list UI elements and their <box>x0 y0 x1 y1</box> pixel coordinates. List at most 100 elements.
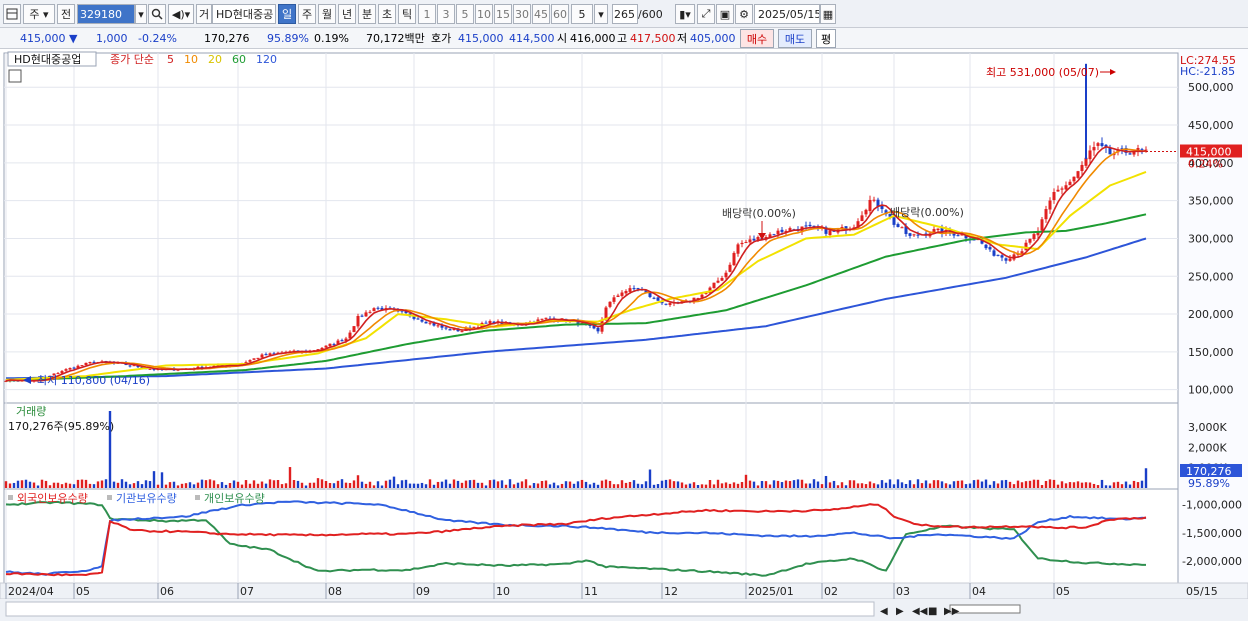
volume-bar <box>280 484 284 488</box>
period-tab-4[interactable]: 분 <box>358 4 376 24</box>
calendar-icon[interactable]: ▦ <box>820 4 836 24</box>
volume-bar <box>224 484 228 488</box>
volume-bar <box>68 483 72 488</box>
price-tick-label: 400,000 <box>1188 157 1234 170</box>
candle <box>248 360 252 362</box>
interval-button-1[interactable]: 3 <box>437 4 455 24</box>
candle <box>648 292 652 297</box>
volume-bar <box>512 484 516 488</box>
interval-button-2[interactable]: 5 <box>456 4 474 24</box>
zoom-slider <box>949 604 1021 614</box>
volume-bar <box>112 481 116 488</box>
eval-button[interactable]: 평 <box>816 29 836 48</box>
candle <box>632 288 636 290</box>
volume-bar <box>1060 481 1064 488</box>
period-tab-2[interactable]: 월 <box>318 4 336 24</box>
volume-bar <box>564 481 568 488</box>
institution-holdings-line <box>5 500 1147 576</box>
period-tab-6[interactable]: 틱 <box>398 4 416 24</box>
stock-name-input[interactable]: HD현대중공 <box>212 4 276 24</box>
gear-icon[interactable]: ⚙ <box>735 4 753 24</box>
candle <box>932 229 936 233</box>
tool-icon[interactable]: ⤢ <box>697 4 715 24</box>
interval-button-5[interactable]: 30 <box>513 4 531 24</box>
volume-bar <box>972 480 976 488</box>
period-tab-0[interactable]: 일 <box>278 4 296 24</box>
market-select[interactable]: 주 ▾ <box>23 4 55 24</box>
chart-area[interactable]: 2024/04 05 06 07 08 09 10 11 12 2025/01 02 03 04 05 05… <box>0 49 1248 621</box>
save-icon[interactable]: ▣ <box>716 4 734 24</box>
volume-bar <box>1096 485 1100 488</box>
volume-bar <box>680 482 684 488</box>
chart-type-icon[interactable]: ▮▾ <box>675 4 695 24</box>
chevron-down-icon[interactable]: ▾ <box>594 4 608 24</box>
volume-bar <box>948 484 952 488</box>
volume-bar <box>392 476 396 488</box>
volume-bar <box>336 480 340 488</box>
candle <box>244 362 248 364</box>
prev-button[interactable]: 전 <box>57 4 75 24</box>
code-input[interactable]: 329180 <box>77 4 135 24</box>
period-tab-5[interactable]: 초 <box>378 4 396 24</box>
speaker-icon[interactable]: ◀)▾ <box>168 4 194 24</box>
candle <box>348 332 352 339</box>
volume-bar <box>284 483 288 488</box>
candle <box>728 264 732 272</box>
interval-button-0[interactable]: 1 <box>418 4 436 24</box>
volume-bar <box>248 483 252 488</box>
scroll-control-icon: ▶ <box>896 606 904 617</box>
candle <box>48 375 52 378</box>
candle <box>952 232 956 236</box>
search-icon[interactable] <box>148 4 166 24</box>
volume-bar <box>476 482 480 488</box>
candle <box>980 238 984 244</box>
volume-bar <box>132 483 136 488</box>
volume-bar <box>272 480 276 488</box>
x-tick-label: 04 <box>972 585 986 598</box>
volume-bar <box>200 479 204 488</box>
volume-bar <box>304 485 308 488</box>
volume-bar <box>752 481 756 488</box>
period-tab-3[interactable]: 년 <box>338 4 356 24</box>
buy-button[interactable]: 매수 <box>740 29 774 48</box>
volume-bar <box>292 480 296 488</box>
volume-bar <box>712 484 716 488</box>
volume-bar <box>56 482 60 488</box>
sell-button[interactable]: 매도 <box>778 29 812 48</box>
volume-bar <box>144 480 148 488</box>
candle <box>436 325 440 327</box>
trade-button[interactable]: 거 <box>196 4 212 24</box>
interval-button-3[interactable]: 10 <box>475 4 493 24</box>
volume-bar <box>1056 484 1060 488</box>
period-tab-1[interactable]: 주 <box>298 4 316 24</box>
candle <box>892 217 896 225</box>
interval-value[interactable]: 5 <box>571 4 593 24</box>
volume-bar <box>568 481 572 488</box>
turnover: 0.19% <box>314 32 349 45</box>
volume-bar <box>1012 484 1016 488</box>
volume-bar <box>436 481 440 488</box>
interval-button-7[interactable]: 60 <box>551 4 569 24</box>
candle <box>884 210 888 215</box>
interval-button-4[interactable]: 15 <box>494 4 512 24</box>
volume-bar <box>1124 481 1128 488</box>
volume-readout: 170,276주(95.89%) <box>8 420 114 433</box>
volume-bar <box>252 480 256 488</box>
date-input[interactable]: 2025/05/15 <box>754 4 820 24</box>
candle <box>1080 164 1084 171</box>
low-price: 405,000 <box>690 32 736 45</box>
volume-bar <box>576 481 580 488</box>
volume-bar <box>604 479 608 488</box>
candle <box>752 238 756 241</box>
volume-bar <box>256 483 260 488</box>
chevron-down-icon[interactable]: ▾ <box>135 4 147 24</box>
interval-button-6[interactable]: 45 <box>532 4 550 24</box>
volume-bar <box>484 485 488 488</box>
volume-bar <box>580 479 584 488</box>
volume-bar <box>500 480 504 488</box>
series-marker <box>107 495 112 500</box>
volume-bar <box>408 483 412 488</box>
grid-icon[interactable] <box>3 4 21 24</box>
candle <box>536 319 540 323</box>
count-input[interactable]: 265 <box>612 4 638 24</box>
